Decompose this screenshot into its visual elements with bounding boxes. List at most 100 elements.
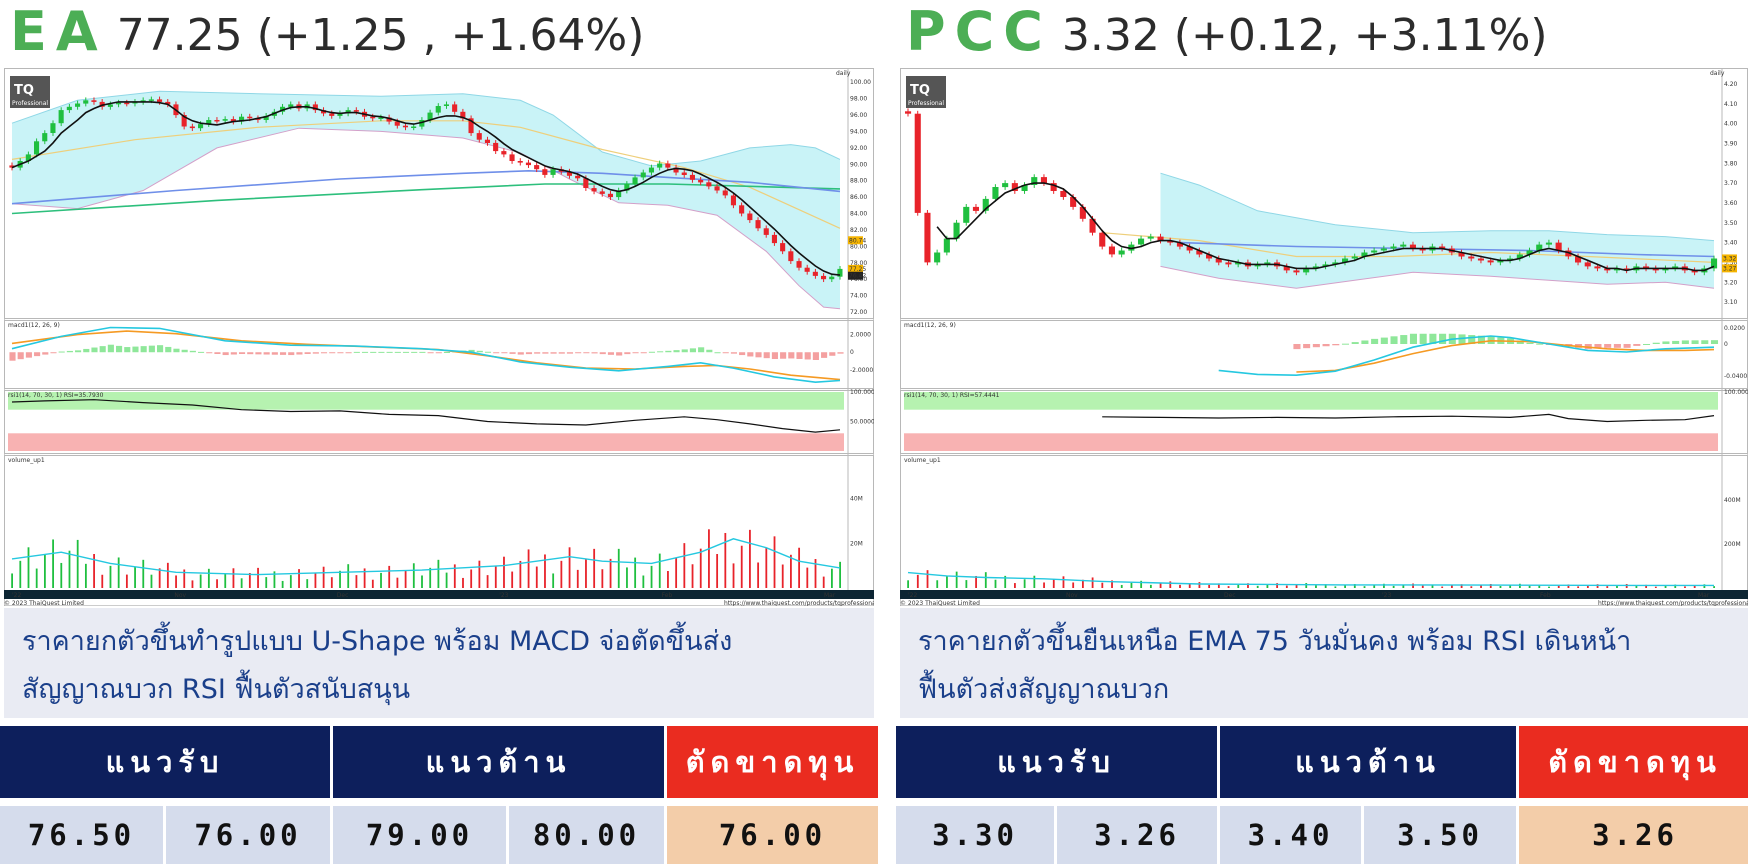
- volume-average-line: [11, 538, 841, 576]
- candle: [1536, 244, 1543, 251]
- volume-bar: [470, 569, 473, 588]
- candle: [394, 121, 400, 126]
- candle: [1565, 250, 1572, 257]
- candle: [1604, 268, 1611, 271]
- candle: [1487, 260, 1494, 263]
- support-header: แนวรับ: [0, 726, 330, 798]
- macd-histogram-bar: [804, 352, 811, 360]
- candle: [1468, 256, 1475, 259]
- candle: [116, 102, 122, 105]
- support-2-value: 76.00: [166, 806, 330, 864]
- volume-bar: [1460, 584, 1463, 588]
- candle: [1672, 266, 1679, 269]
- candle: [402, 125, 408, 128]
- volume-bar: [503, 556, 505, 588]
- macd-histogram-bar: [673, 350, 680, 353]
- price-axis-tick: 3.60: [1724, 200, 1738, 207]
- macd-histogram-bar: [1439, 333, 1447, 344]
- volume-bar: [1344, 585, 1346, 588]
- candle: [1099, 232, 1106, 247]
- price-tag-label: 80.74: [849, 237, 866, 244]
- rsi-label: rsi1(14, 70, 30, 1) RSI=57.4441: [904, 392, 1000, 399]
- macd-histogram-bar: [247, 352, 254, 355]
- candle: [542, 169, 548, 175]
- volume-bar: [142, 559, 145, 588]
- candle: [673, 167, 679, 173]
- candle: [247, 116, 253, 119]
- macd-histogram-bar: [689, 348, 696, 353]
- candle: [525, 162, 531, 166]
- macd-histogram-bar: [484, 351, 492, 353]
- candle: [1167, 240, 1174, 243]
- macd-histogram-bar: [296, 352, 303, 355]
- price-change: 3.32 (+0.12, +3.11%): [1061, 10, 1548, 61]
- volume-bar: [916, 574, 919, 588]
- candle: [1215, 258, 1222, 263]
- candle: [493, 142, 499, 152]
- candle: [1293, 270, 1300, 273]
- volume-bar: [1392, 585, 1395, 588]
- price-axis-tick: 94.00: [850, 128, 867, 135]
- candle: [34, 141, 40, 155]
- volume-bar: [1567, 584, 1570, 588]
- candle: [83, 100, 89, 104]
- price-tag-box: [1722, 264, 1737, 273]
- volume-bar: [740, 545, 743, 588]
- macd-histogram-bar: [493, 352, 500, 354]
- candle: [148, 99, 154, 101]
- volume-bar: [667, 571, 669, 588]
- candle: [107, 104, 113, 107]
- ea-panel: EA 77.25 (+1.25 , +1.64%) 100.00 98.00 96.…: [0, 0, 878, 864]
- volume-bar: [1421, 585, 1424, 588]
- candle: [165, 101, 171, 105]
- candle: [550, 169, 556, 175]
- ticker-symbol: EA: [10, 0, 107, 63]
- volume-bar: [486, 575, 489, 588]
- volume-bar: [1276, 583, 1279, 588]
- price-axis-tick: 78.00: [850, 260, 867, 267]
- macd-histogram-bar: [1468, 335, 1476, 344]
- price-axis-tick: 3.40: [1724, 240, 1738, 247]
- macd-histogram-bar: [1662, 341, 1670, 344]
- candle: [747, 213, 753, 221]
- volume-bar: [1451, 585, 1453, 588]
- price-axis-tick: 74.00: [850, 293, 867, 300]
- macd-histogram-bar: [657, 351, 664, 353]
- volume-bar: [1285, 585, 1288, 588]
- period-label: daily: [836, 70, 851, 77]
- candle: [222, 119, 228, 121]
- macd-histogram-bar: [288, 352, 295, 356]
- rsi-axis-tick: 100.0000: [1724, 389, 1748, 396]
- volume-bar: [675, 557, 678, 588]
- sma-black-line: [11, 101, 841, 276]
- candle: [321, 110, 327, 114]
- price-axis-tick: 72.00: [850, 309, 867, 316]
- candle: [1545, 242, 1552, 245]
- macd-histogram-bar: [427, 352, 434, 354]
- candle: [1507, 258, 1514, 261]
- candle: [1575, 256, 1582, 263]
- volume-bar: [650, 565, 653, 588]
- rsi-line: [11, 399, 841, 433]
- volume-bar: [281, 580, 284, 588]
- macd-histogram-bar: [1691, 340, 1699, 344]
- macd-label: macd1(12, 26, 9): [904, 322, 956, 329]
- price-axis-tick: 3.70: [1724, 180, 1738, 187]
- candle: [1128, 244, 1135, 251]
- candle: [66, 106, 72, 111]
- macd-histogram-bar: [443, 352, 451, 353]
- macd-histogram-bar: [829, 352, 836, 356]
- support-1-value: 76.50: [0, 806, 163, 864]
- macd-axis-tick: -2.0000: [850, 367, 873, 374]
- volume-bar: [52, 539, 54, 588]
- candle: [25, 154, 31, 161]
- volume-bar: [984, 572, 987, 588]
- volume-bar: [683, 543, 686, 588]
- volume-bar: [1713, 586, 1715, 588]
- macd-histogram-bar: [1322, 344, 1330, 347]
- macd-axis-tick: -0.0400: [1724, 373, 1747, 380]
- candle: [435, 106, 441, 113]
- candle: [982, 198, 989, 211]
- macd-label: macd1(12, 26, 9): [8, 322, 60, 329]
- volume-bar: [1091, 577, 1094, 588]
